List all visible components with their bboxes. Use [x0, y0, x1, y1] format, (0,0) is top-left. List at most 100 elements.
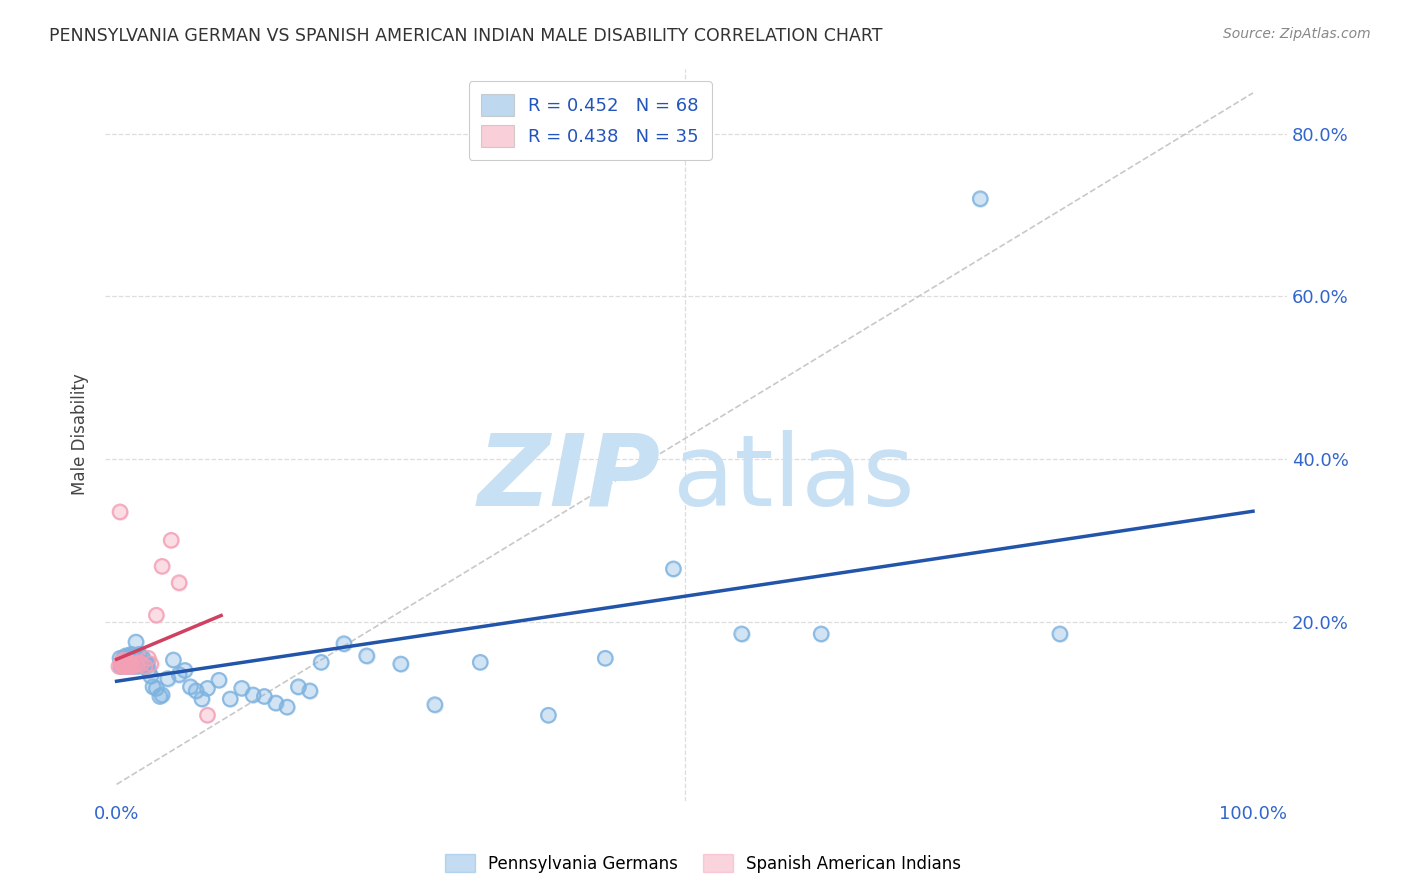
- Point: [276, 700, 298, 714]
- Point: [132, 651, 155, 665]
- Point: [264, 696, 287, 710]
- Point: [730, 627, 752, 641]
- Point: [129, 657, 152, 671]
- Point: [1049, 627, 1071, 641]
- Point: [114, 657, 136, 671]
- Point: [197, 681, 219, 696]
- Point: [134, 659, 156, 673]
- Point: [191, 692, 214, 706]
- Point: [120, 657, 142, 671]
- Point: [142, 680, 165, 694]
- Point: [730, 627, 752, 641]
- Point: [125, 657, 148, 671]
- Point: [389, 657, 412, 671]
- Point: [120, 659, 142, 673]
- Point: [173, 664, 195, 678]
- Point: [136, 657, 159, 671]
- Point: [173, 664, 195, 678]
- Point: [356, 648, 378, 663]
- Point: [356, 648, 378, 663]
- Point: [129, 657, 152, 671]
- Point: [132, 657, 155, 671]
- Point: [231, 681, 253, 696]
- Point: [110, 659, 132, 673]
- Point: [114, 659, 136, 673]
- Point: [115, 659, 138, 673]
- Point: [138, 651, 160, 665]
- Point: [120, 647, 142, 661]
- Point: [124, 657, 146, 671]
- Point: [112, 653, 135, 667]
- Point: [389, 657, 412, 671]
- Point: [309, 656, 332, 670]
- Point: [150, 559, 173, 574]
- Point: [118, 657, 141, 671]
- Point: [114, 657, 136, 671]
- Point: [122, 651, 145, 665]
- Point: [112, 651, 135, 665]
- Point: [139, 657, 162, 671]
- Point: [135, 657, 157, 671]
- Point: [162, 653, 184, 667]
- Point: [128, 647, 150, 661]
- Point: [242, 688, 264, 702]
- Point: [110, 656, 132, 670]
- Point: [120, 657, 142, 671]
- Point: [145, 608, 167, 623]
- Point: [118, 659, 141, 673]
- Point: [111, 657, 134, 671]
- Point: [111, 657, 134, 671]
- Point: [117, 659, 139, 673]
- Point: [145, 681, 167, 696]
- Point: [117, 656, 139, 670]
- Point: [122, 659, 145, 673]
- Point: [118, 657, 141, 671]
- Legend: Pennsylvania Germans, Spanish American Indians: Pennsylvania Germans, Spanish American I…: [439, 847, 967, 880]
- Point: [112, 656, 135, 670]
- Point: [131, 657, 153, 671]
- Point: [110, 656, 132, 670]
- Point: [127, 659, 149, 673]
- Point: [149, 690, 172, 704]
- Point: [111, 656, 134, 670]
- Point: [150, 688, 173, 702]
- Point: [167, 575, 190, 590]
- Point: [112, 653, 135, 667]
- Point: [150, 559, 173, 574]
- Point: [298, 683, 321, 698]
- Point: [127, 659, 149, 673]
- Point: [156, 672, 179, 686]
- Point: [108, 505, 131, 519]
- Point: [131, 657, 153, 671]
- Point: [108, 505, 131, 519]
- Point: [162, 653, 184, 667]
- Point: [287, 680, 309, 694]
- Point: [118, 657, 141, 671]
- Point: [134, 659, 156, 673]
- Point: [114, 656, 136, 670]
- Point: [120, 656, 142, 670]
- Point: [197, 708, 219, 723]
- Point: [264, 696, 287, 710]
- Point: [160, 533, 183, 548]
- Point: [333, 637, 356, 651]
- Point: [138, 664, 160, 678]
- Point: [276, 700, 298, 714]
- Point: [138, 651, 160, 665]
- Point: [115, 657, 138, 671]
- Point: [121, 657, 143, 671]
- Point: [117, 648, 139, 663]
- Point: [120, 656, 142, 670]
- Point: [117, 648, 139, 663]
- Point: [110, 659, 132, 673]
- Point: [423, 698, 446, 712]
- Point: [309, 656, 332, 670]
- Point: [115, 656, 138, 670]
- Point: [156, 672, 179, 686]
- Point: [121, 657, 143, 671]
- Point: [108, 651, 131, 665]
- Point: [121, 657, 143, 671]
- Point: [470, 656, 492, 670]
- Point: [160, 533, 183, 548]
- Text: PENNSYLVANIA GERMAN VS SPANISH AMERICAN INDIAN MALE DISABILITY CORRELATION CHART: PENNSYLVANIA GERMAN VS SPANISH AMERICAN …: [49, 27, 883, 45]
